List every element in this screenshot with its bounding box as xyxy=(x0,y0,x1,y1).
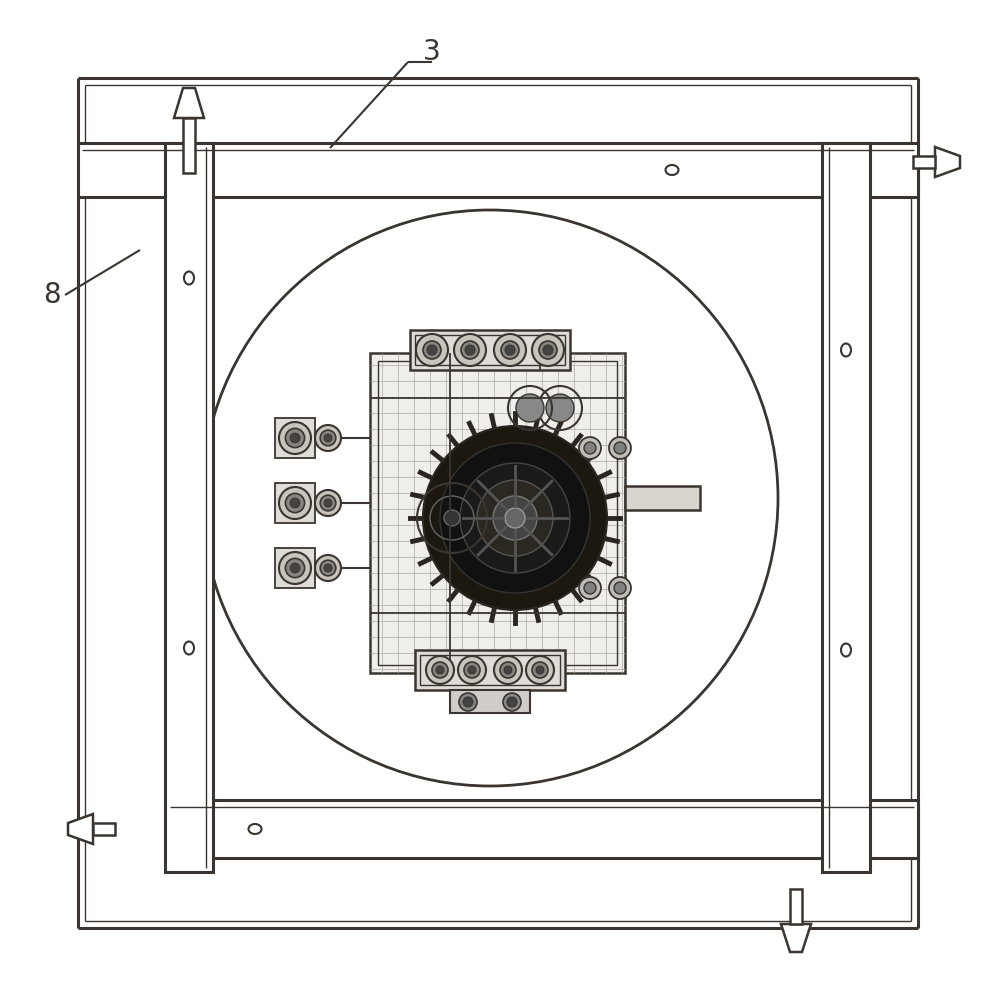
Circle shape xyxy=(609,577,631,599)
Circle shape xyxy=(505,345,515,355)
Circle shape xyxy=(324,499,332,507)
Circle shape xyxy=(584,442,596,454)
Circle shape xyxy=(468,666,476,674)
Bar xyxy=(166,800,918,858)
Circle shape xyxy=(500,662,516,678)
Circle shape xyxy=(290,433,300,443)
Bar xyxy=(410,330,570,370)
Circle shape xyxy=(423,341,441,359)
Circle shape xyxy=(458,656,486,684)
Circle shape xyxy=(494,334,526,366)
Circle shape xyxy=(526,656,554,684)
Circle shape xyxy=(279,552,311,584)
Circle shape xyxy=(459,693,477,711)
Circle shape xyxy=(543,345,553,355)
Circle shape xyxy=(315,425,341,451)
Circle shape xyxy=(532,662,548,678)
Circle shape xyxy=(536,666,544,674)
Circle shape xyxy=(315,555,341,581)
Bar xyxy=(165,143,213,872)
Polygon shape xyxy=(781,924,811,952)
Circle shape xyxy=(504,666,512,674)
Circle shape xyxy=(440,443,590,593)
Circle shape xyxy=(279,422,311,454)
Circle shape xyxy=(427,345,437,355)
Circle shape xyxy=(507,697,517,707)
Bar xyxy=(370,353,625,673)
Bar xyxy=(415,335,565,365)
Circle shape xyxy=(285,428,305,448)
Circle shape xyxy=(477,480,553,556)
Circle shape xyxy=(461,341,479,359)
Polygon shape xyxy=(913,156,935,168)
Circle shape xyxy=(202,210,778,786)
Polygon shape xyxy=(790,889,802,924)
Bar xyxy=(625,486,700,510)
Circle shape xyxy=(579,437,601,459)
Polygon shape xyxy=(174,88,204,118)
Circle shape xyxy=(320,560,336,576)
Polygon shape xyxy=(183,118,195,173)
Circle shape xyxy=(584,582,596,594)
Circle shape xyxy=(324,434,332,442)
Ellipse shape xyxy=(666,165,679,175)
Circle shape xyxy=(505,508,525,528)
Circle shape xyxy=(464,662,480,678)
Circle shape xyxy=(436,666,444,674)
Ellipse shape xyxy=(841,644,851,656)
Circle shape xyxy=(546,394,574,422)
Circle shape xyxy=(503,693,521,711)
Circle shape xyxy=(609,437,631,459)
Circle shape xyxy=(614,442,626,454)
Ellipse shape xyxy=(841,344,851,357)
Polygon shape xyxy=(935,147,960,177)
Text: 3: 3 xyxy=(423,38,441,66)
Circle shape xyxy=(539,341,557,359)
Circle shape xyxy=(460,463,570,573)
Circle shape xyxy=(465,345,475,355)
Circle shape xyxy=(516,394,544,422)
Bar xyxy=(78,143,918,197)
Bar xyxy=(275,418,315,458)
Text: 8: 8 xyxy=(43,281,61,309)
Circle shape xyxy=(501,341,519,359)
Circle shape xyxy=(532,334,564,366)
Circle shape xyxy=(426,656,454,684)
Circle shape xyxy=(454,334,486,366)
Circle shape xyxy=(423,426,607,610)
Circle shape xyxy=(315,490,341,516)
Bar xyxy=(378,361,617,665)
Ellipse shape xyxy=(184,271,194,284)
Circle shape xyxy=(290,563,300,573)
Circle shape xyxy=(279,487,311,519)
Circle shape xyxy=(320,430,336,446)
Bar xyxy=(822,143,870,872)
Bar xyxy=(275,548,315,588)
Bar xyxy=(420,655,560,685)
Circle shape xyxy=(285,493,305,513)
Circle shape xyxy=(579,577,601,599)
Circle shape xyxy=(463,697,473,707)
Polygon shape xyxy=(68,814,93,844)
Circle shape xyxy=(493,496,537,540)
Ellipse shape xyxy=(248,824,261,834)
Circle shape xyxy=(416,334,448,366)
Bar xyxy=(450,690,530,713)
Circle shape xyxy=(444,510,460,526)
Circle shape xyxy=(432,662,448,678)
Circle shape xyxy=(320,495,336,511)
Circle shape xyxy=(324,564,332,572)
Circle shape xyxy=(290,498,300,508)
Circle shape xyxy=(494,656,522,684)
Circle shape xyxy=(614,582,626,594)
Polygon shape xyxy=(93,823,115,835)
Bar xyxy=(415,650,565,690)
Ellipse shape xyxy=(184,642,194,654)
Circle shape xyxy=(285,558,305,578)
Bar xyxy=(275,483,315,523)
